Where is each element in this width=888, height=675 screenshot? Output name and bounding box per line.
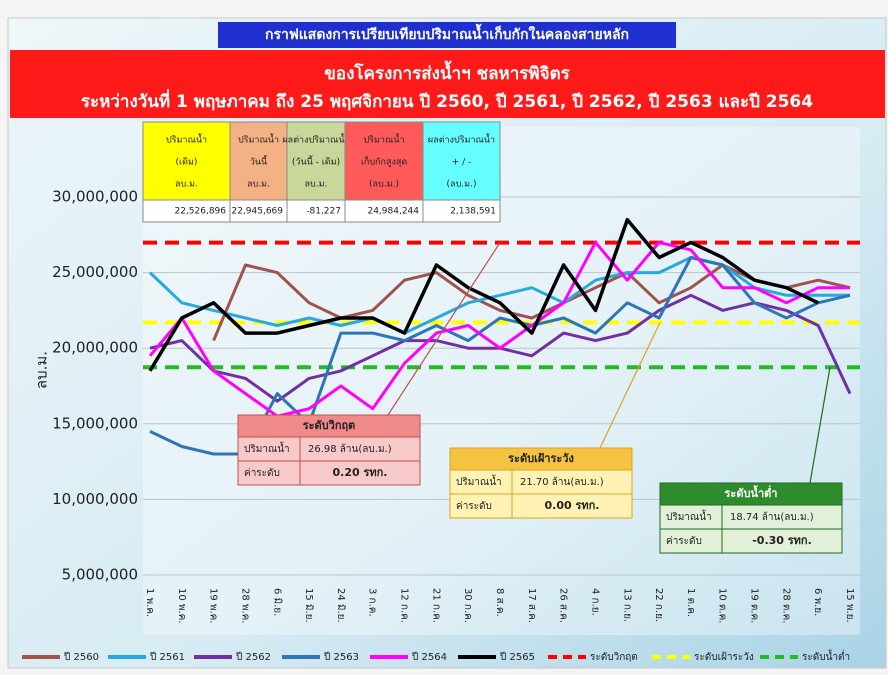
x-tick-label: 13 ก.ย.	[621, 588, 632, 622]
legend-label: ระดับน้ำต่ำ	[802, 649, 850, 663]
period: ระหว่างวันที่ 1 พฤษภาคม ถึง 25 พฤศจิกายน…	[81, 89, 813, 112]
x-tick-label: 3 ก.ค.	[367, 588, 378, 617]
table-value: -81,227	[306, 207, 341, 217]
x-tick-label: 1 ต.ค.	[685, 588, 696, 617]
callout-value: 21.70 ล้าน(ลบ.ม.)	[520, 476, 604, 488]
callout-caption: ปริมาณน้ำ	[456, 474, 502, 488]
legend-label: ปี 2561	[149, 651, 185, 663]
callout-value: 26.98 ล้าน(ลบ.ม.)	[308, 443, 392, 455]
callout-caption: ปริมาณน้ำ	[666, 509, 712, 523]
table-value: 22,526,896	[174, 207, 226, 217]
table-value: 2,138,591	[450, 207, 496, 217]
legend-label: ปี 2564	[411, 651, 447, 663]
legend-label: ปี 2562	[235, 651, 271, 663]
x-tick-label: 28 พ.ค.	[239, 588, 250, 624]
legend-label: ระดับวิกฤต	[590, 652, 638, 663]
callout-caption: ค่าระดับ	[244, 468, 280, 479]
table-header-text: (เดิม)	[176, 157, 198, 168]
x-tick-label: 28 ต.ค.	[780, 588, 791, 623]
legend-label: ปี 2560	[63, 651, 99, 663]
x-tick-label: 15 มิ.ย.	[303, 588, 314, 623]
subtitle: ของโครงการส่งน้ำฯ ชลหารพิจิตร	[324, 60, 570, 84]
x-tick-label: 19 พ.ค.	[208, 588, 219, 624]
callout-title: ระดับน้ำต่ำ	[725, 485, 778, 500]
table-header-text: + / -	[452, 158, 472, 168]
callout-value: 18.74 ล้าน(ลบ.ม.)	[730, 511, 814, 523]
callout-caption: ค่าระดับ	[456, 501, 492, 512]
callout-caption: ปริมาณน้ำ	[244, 441, 290, 455]
x-tick-label: 17 ส.ค.	[526, 588, 537, 623]
table-header-text: ลบ.ม.	[305, 180, 328, 190]
y-tick-label: 15,000,000	[52, 414, 138, 432]
x-tick-label: 22 ก.ย.	[653, 588, 664, 622]
table-header-text: ลบ.ม.	[175, 180, 198, 190]
legend-label: ปี 2563	[323, 651, 359, 663]
page: {"header": {"title": "กราฟแสดงการเปรียบเ…	[0, 0, 888, 675]
legend-label: ปี 2565	[499, 651, 535, 663]
y-tick-label: 5,000,000	[62, 566, 138, 584]
y-axis-label: ลบ.ม.	[33, 351, 51, 389]
x-tick-label: 30 ก.ค.	[462, 588, 473, 623]
callout-level: 0.00 รทก.	[545, 499, 600, 512]
x-tick-label: 10 พ.ค.	[176, 588, 187, 624]
callout-caption: ค่าระดับ	[666, 536, 702, 547]
callout-level: 0.20 รทก.	[333, 466, 388, 479]
x-tick-label: 4 ก.ย.	[589, 588, 600, 616]
x-tick-label: 6 พ.ย.	[812, 588, 823, 616]
x-tick-label: 15 พ.ย.	[844, 588, 855, 623]
legend-label: ระดับเฝ้าระวัง	[694, 651, 754, 663]
x-tick-label: 19 ต.ค.	[749, 588, 760, 623]
x-tick-label: 26 ส.ค.	[558, 588, 569, 623]
x-tick-label: 21 ก.ค.	[430, 588, 441, 623]
y-tick-label: 20,000,000	[52, 339, 138, 357]
x-tick-label: 24 มิ.ย.	[335, 588, 346, 623]
table-header-text: (ลบ.ม.)	[369, 180, 399, 190]
chart: กราฟแสดงการเปรียบเทียบปริมาณน้ำเก็บกักใน…	[0, 0, 888, 675]
table-header-text: (ลบ.ม.)	[447, 180, 477, 190]
x-tick-label: 10 ต.ค.	[717, 588, 728, 623]
table-header-text: ลบ.ม.	[247, 180, 270, 190]
callout-title: ระดับวิกฤต	[303, 419, 356, 432]
x-tick-label: 1 พ.ค.	[144, 588, 155, 617]
y-tick-label: 30,000,000	[52, 188, 138, 206]
y-tick-label: 10,000,000	[52, 490, 138, 508]
table-value: 22,945,669	[231, 207, 283, 217]
x-tick-label: 8 ส.ค.	[494, 588, 505, 617]
table-value: 24,984,244	[367, 207, 419, 217]
callout-level: -0.30 รทก.	[752, 534, 812, 547]
y-tick-label: 25,000,000	[52, 263, 138, 281]
x-tick-label: 6 มิ.ย.	[271, 588, 282, 616]
x-tick-label: 12 ก.ค.	[399, 588, 410, 623]
callout-title: ระดับเฝ้าระวัง	[508, 452, 574, 465]
